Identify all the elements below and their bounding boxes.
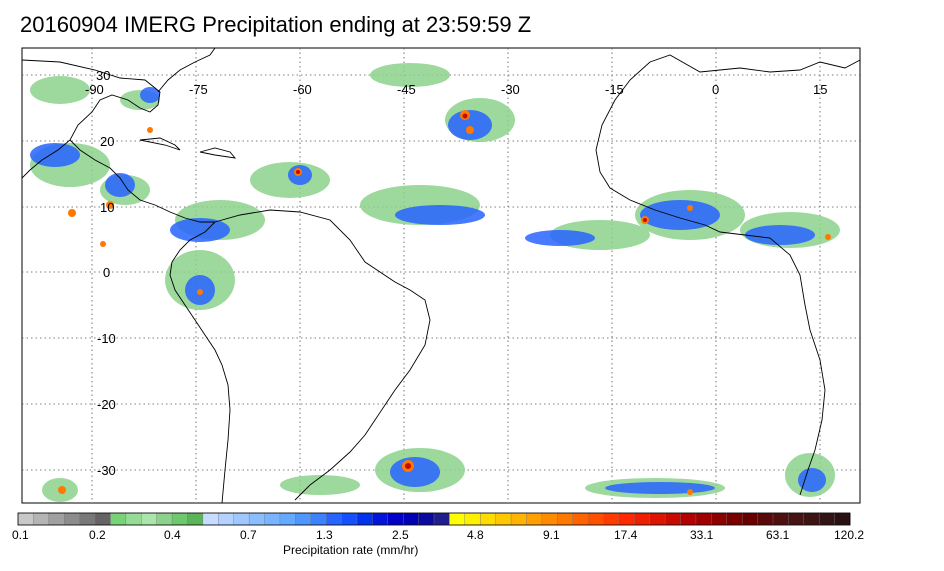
lon-label-30w: -30 [501, 82, 520, 97]
colorbar-tick-label: 63.1 [766, 528, 790, 542]
precip-moderate [30, 87, 826, 494]
colorbar-tick-label: 2.5 [392, 528, 409, 542]
lon-label-75w: -75 [189, 82, 208, 97]
colorbar-tick-label: 33.1 [690, 528, 714, 542]
lat-label-10n: 10 [100, 200, 115, 215]
lon-label-0: 0 [712, 82, 720, 97]
map-frame [21, 47, 861, 504]
lat-label-10s: -10 [97, 331, 116, 346]
colorbar-tick-label: 120.2 [834, 528, 865, 542]
map-title: 20160904 IMERG Precipitation ending at 2… [20, 12, 532, 37]
colorbar-tick-label: 1.3 [316, 528, 333, 542]
colorbar-tick-label: 17.4 [614, 528, 638, 542]
coastlines [22, 48, 860, 503]
colorbar-title: Precipitation rate (mm/hr) [283, 543, 419, 557]
colorbar-tick-label: 9.1 [543, 528, 560, 542]
colorbar-tick-label: 4.8 [467, 528, 484, 542]
colorbar-tick-label: 0.7 [240, 528, 257, 542]
lon-label-90w: -90 [85, 82, 104, 97]
lat-label-30n: 30 [96, 68, 111, 83]
lat-label-30s: -30 [97, 463, 116, 478]
colorbar-tick-label: 0.1 [12, 528, 29, 542]
lat-label-20n: 20 [100, 134, 115, 149]
lon-label-45w: -45 [397, 82, 416, 97]
lon-label-15e: 15 [813, 82, 828, 97]
colorbar-tick-label: 0.4 [164, 528, 181, 542]
precip-extreme [296, 113, 647, 469]
colorbar-tick-label: 0.2 [89, 528, 106, 542]
lon-label-60w: -60 [293, 82, 312, 97]
lon-label-15w: -15 [605, 82, 624, 97]
lat-label-0: 0 [103, 265, 111, 280]
lat-label-20s: -20 [97, 397, 116, 412]
